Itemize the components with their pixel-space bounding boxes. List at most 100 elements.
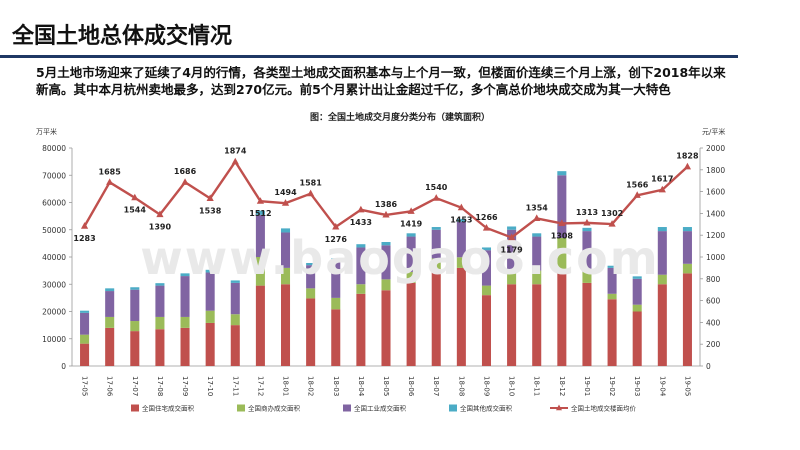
price-point (106, 178, 114, 185)
bar-segment (632, 311, 642, 366)
price-point (357, 205, 365, 213)
bar-segment (381, 242, 391, 246)
bar-segment (255, 285, 265, 366)
legend-label: 全国商办成交面积 (248, 404, 301, 413)
bar-segment (130, 321, 140, 332)
bar-segment (657, 284, 667, 366)
right-axis-unit: 元/平米 (702, 127, 725, 136)
y-tick-label: 80000 (42, 144, 66, 153)
price-label: 1453 (450, 216, 472, 225)
x-tick-label: 18-05 (382, 376, 390, 396)
price-label: 1283 (73, 234, 95, 243)
bar-segment (130, 289, 140, 322)
legend-label: 全国工业成交面积 (354, 404, 407, 413)
y-tick-label: 20000 (42, 308, 66, 317)
legend-marker (556, 404, 562, 411)
bar-segment (280, 232, 291, 268)
x-tick-label: 18-11 (533, 376, 541, 396)
bar-segment (306, 262, 316, 266)
legend: 全国住宅成交面积 全国商办成交面积 全国工业成交面积 全国其他成交面积 全国土地成交楼面… (131, 404, 637, 413)
land-transaction-chart: 图：全国土地成交月度分类分布（建筑面积） 万平米 元/平米 0100002000… (36, 111, 725, 413)
bar-segment (230, 325, 240, 366)
x-tick-label: 18-06 (407, 376, 415, 397)
bar-segment (80, 310, 90, 313)
legend-label: 全国土地成交楼面均价 (571, 404, 637, 413)
bar-segment (682, 227, 692, 232)
y-tick-label: 0 (61, 362, 66, 371)
bar-segment (356, 293, 366, 366)
bar-segment (381, 290, 391, 366)
bar-segment (481, 250, 492, 286)
bar-segment (80, 343, 90, 366)
price-label: 1874 (224, 147, 247, 156)
bar-segment (356, 244, 366, 248)
bar-segment (205, 322, 215, 366)
bar-segment (306, 288, 316, 299)
x-tick-label: 19-01 (583, 376, 591, 396)
y2-tick-label: 2000 (706, 144, 725, 153)
bar-segment (180, 316, 190, 328)
left-axis-unit: 万平米 (36, 127, 57, 136)
x-tick-label: 17-09 (181, 376, 189, 396)
y-tick-label: 50000 (42, 226, 66, 235)
bar-segment (507, 273, 517, 285)
price-label: 1566 (626, 180, 649, 189)
bar-segment (155, 316, 165, 330)
bar-segment (632, 278, 642, 305)
x-tick-label: 17-05 (81, 376, 89, 396)
bar-segment (456, 267, 466, 366)
price-label: 1828 (676, 152, 699, 161)
bar-segment (155, 283, 165, 286)
bar-segment (130, 287, 140, 290)
price-label: 1538 (199, 206, 222, 215)
x-tick-label: 19-03 (633, 376, 641, 396)
bar-segment (381, 245, 391, 280)
x-tick-label: 17-08 (156, 376, 164, 396)
bar-segment (230, 282, 240, 315)
price-point (231, 157, 239, 165)
price-label: 1433 (350, 218, 372, 227)
price-label: 1494 (274, 188, 297, 197)
bar-segment (532, 236, 542, 271)
y-tick-label: 70000 (42, 171, 66, 180)
price-point (558, 219, 566, 227)
price-point (206, 194, 214, 201)
price-point (131, 193, 139, 201)
x-tick-label: 18-08 (457, 376, 465, 396)
bar-segment (155, 329, 165, 366)
bar-segment (456, 218, 466, 222)
bar-segment (557, 175, 567, 238)
y-tick-label: 30000 (42, 280, 66, 289)
y-tick-label: 60000 (42, 199, 66, 208)
x-tick-label: 18-09 (482, 376, 490, 396)
price-point (80, 222, 89, 229)
bar-segment (356, 247, 366, 285)
price-point (482, 224, 491, 231)
bar-segment (331, 309, 341, 366)
bar-segment (280, 267, 291, 285)
watermark: www.baogao8.com (140, 231, 659, 285)
price-point (658, 185, 666, 193)
price-label: 1544 (124, 206, 147, 215)
summary-text: 5月土地市场迎来了延续了4月的行情，各类型土地成交面积基本与上个月一致，但楼面价… (36, 65, 726, 97)
bar-segment (105, 316, 115, 328)
bar-segment (557, 270, 567, 366)
x-tick-label: 18-10 (508, 376, 516, 396)
bar-segment (481, 295, 492, 366)
bar-segment (80, 334, 90, 344)
bar-segment (507, 226, 517, 230)
y2-tick-label: 1600 (706, 188, 725, 197)
bar-segment (481, 247, 492, 251)
x-tick-label: 18-03 (332, 376, 340, 396)
legend-label: 全国其他成交面积 (460, 404, 513, 413)
price-point (583, 218, 591, 226)
bar-segment (80, 312, 90, 335)
bar-segment (582, 231, 592, 272)
price-point (432, 194, 440, 201)
price-label: 1179 (500, 245, 523, 254)
axes: 0100002000030000400005000060000700008000… (42, 144, 725, 397)
bar-segment (331, 258, 341, 262)
bar-segment (507, 284, 517, 366)
bar-segment (306, 298, 316, 366)
